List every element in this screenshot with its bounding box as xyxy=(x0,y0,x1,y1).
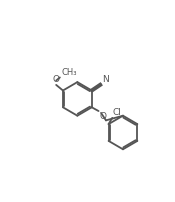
Text: O: O xyxy=(53,75,60,84)
Text: N: N xyxy=(102,75,109,84)
Text: Cl: Cl xyxy=(113,108,122,117)
Text: O: O xyxy=(99,112,106,121)
Text: CH₃: CH₃ xyxy=(61,68,77,77)
